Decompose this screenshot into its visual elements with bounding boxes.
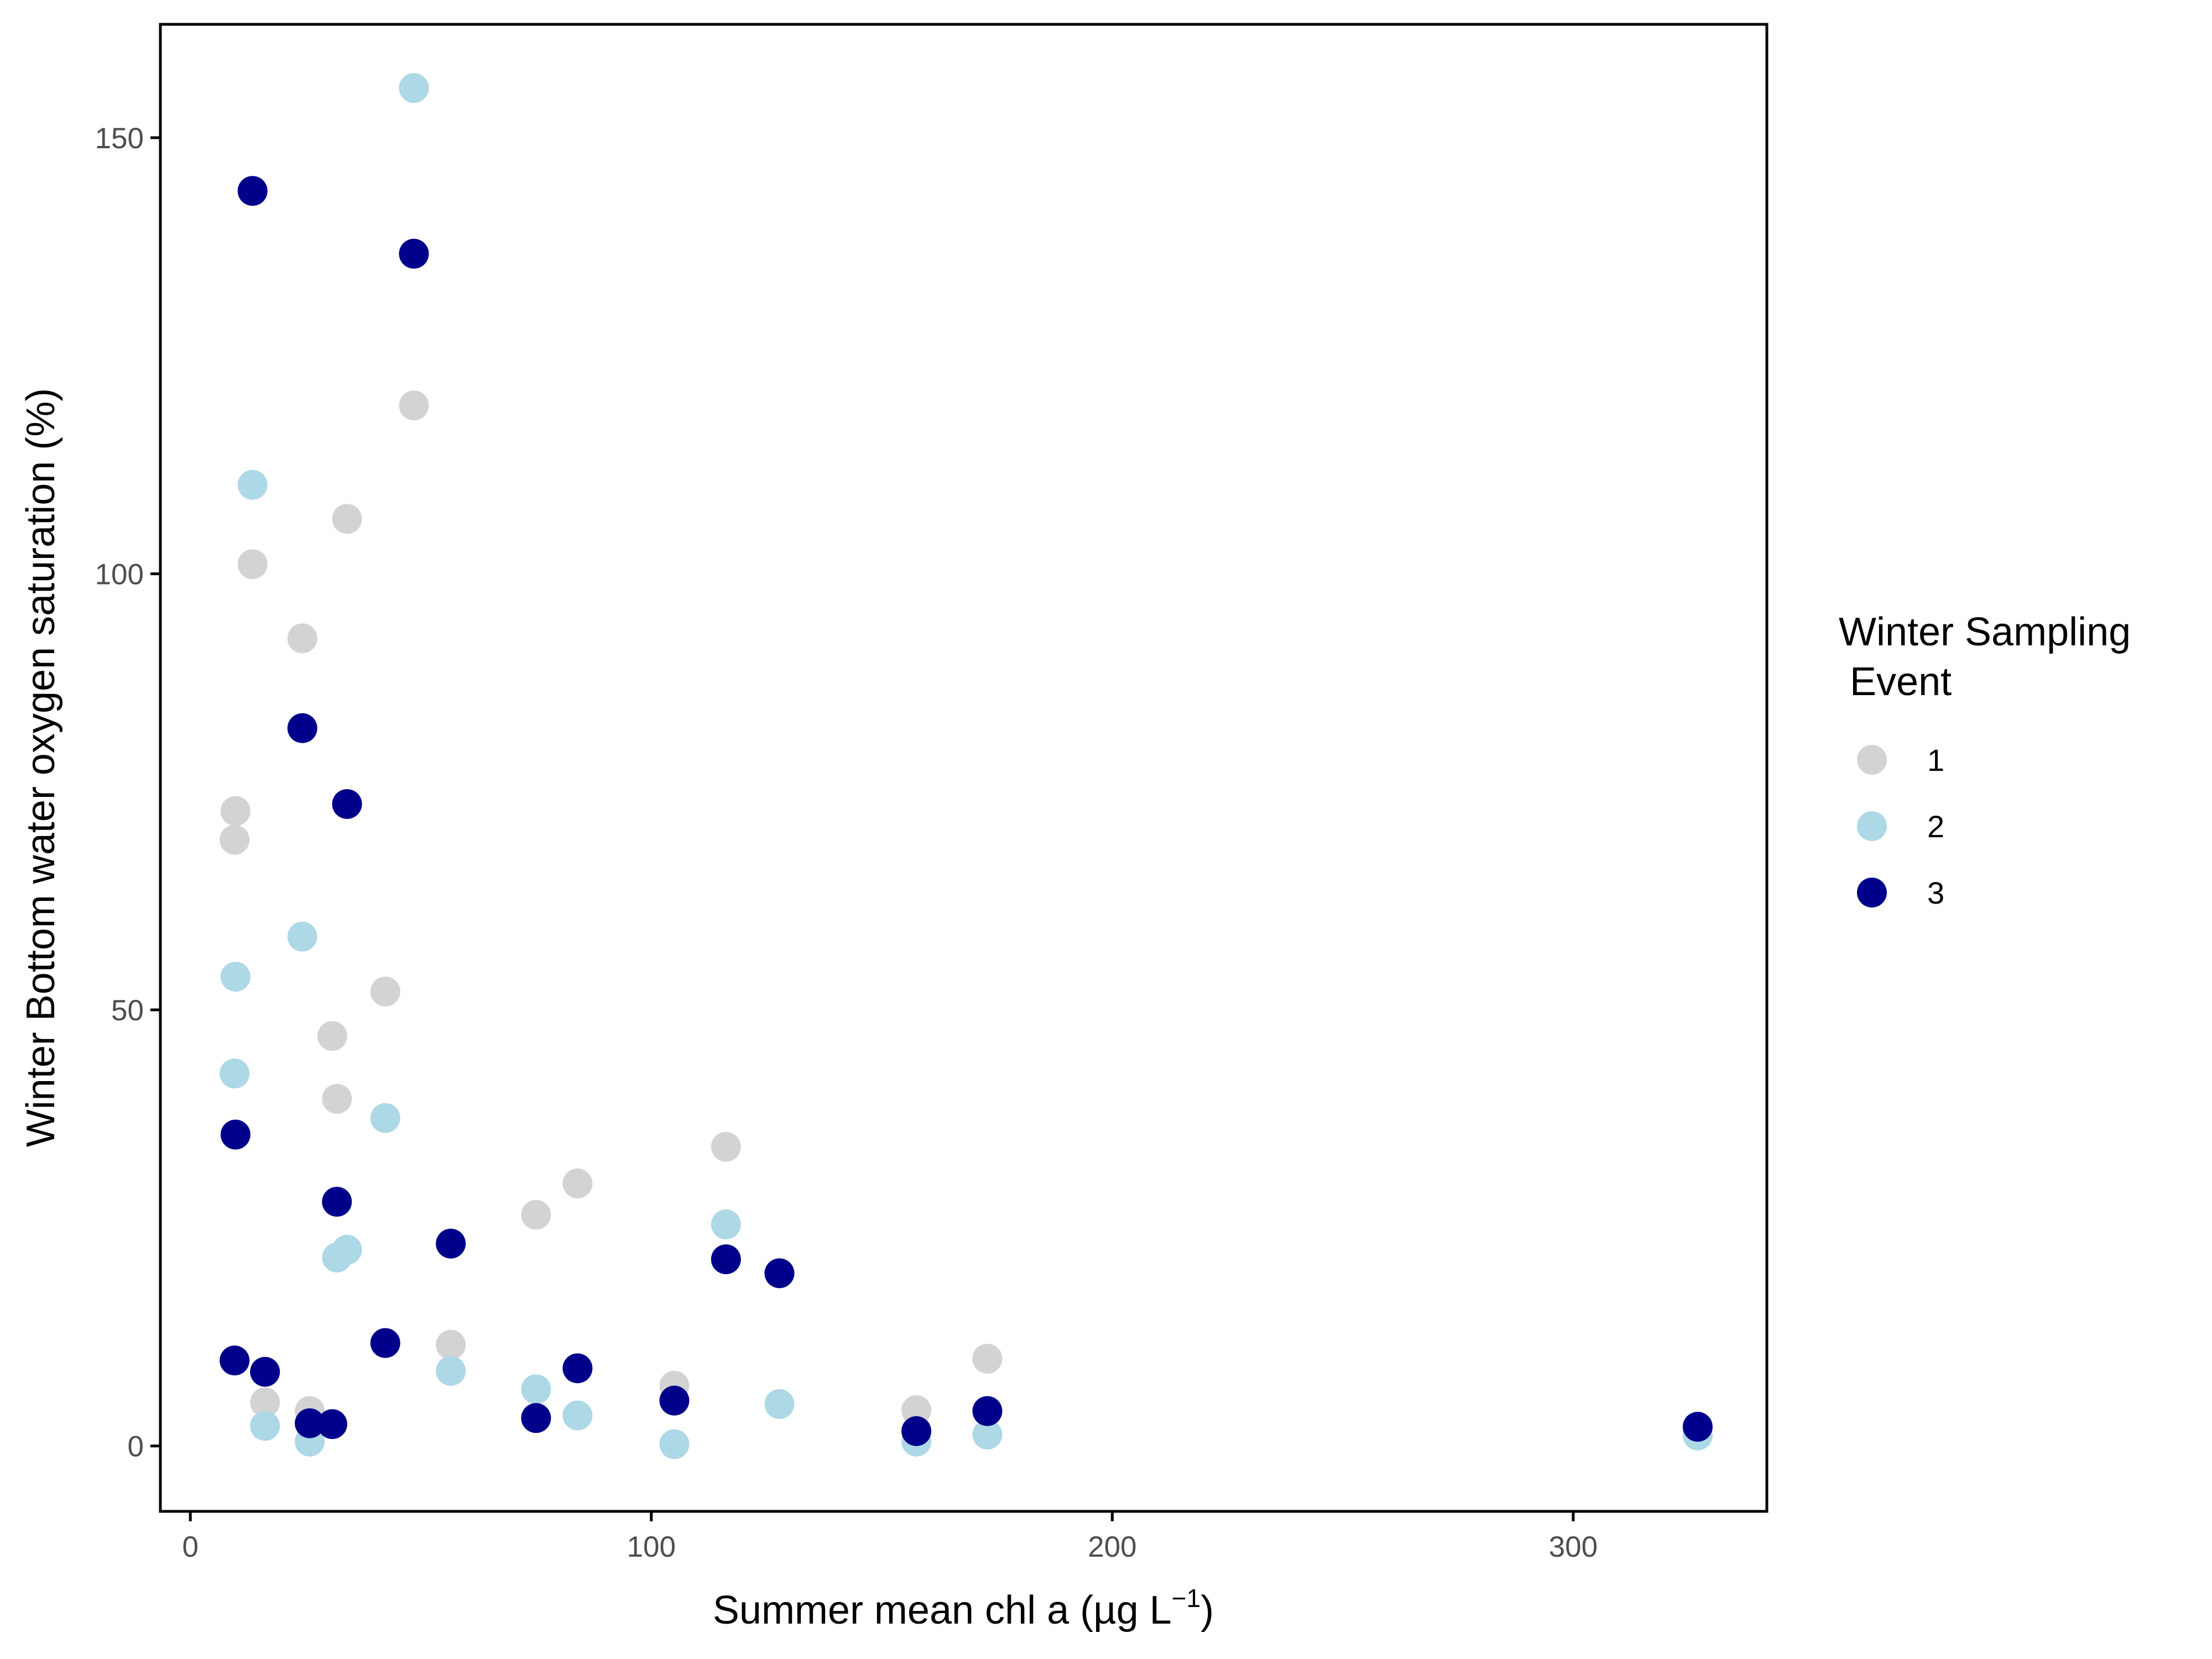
data-point	[562, 1168, 593, 1199]
legend-key-2	[1857, 811, 1887, 841]
series-2	[220, 73, 1713, 1459]
data-point	[220, 1058, 250, 1089]
x-tick-label: 0	[182, 1531, 198, 1563]
series-3	[220, 176, 1713, 1446]
data-point	[237, 176, 268, 206]
data-point	[711, 1209, 741, 1240]
data-point	[370, 977, 400, 1007]
data-point	[250, 1357, 280, 1387]
legend-label-3: 3	[1927, 875, 1944, 910]
y-axis-title: Winter Bottom water oxygen saturation (%…	[19, 388, 63, 1147]
legend-title-line-1: Winter Sampling	[1839, 610, 2131, 654]
legend-key-3	[1857, 878, 1887, 907]
data-point	[332, 504, 362, 534]
data-point	[237, 549, 268, 580]
data-point	[436, 1329, 466, 1360]
legend-label-1: 1	[1927, 743, 1944, 778]
data-point	[972, 1420, 1003, 1450]
legend-label-2: 2	[1927, 809, 1944, 844]
plot-panel-border	[159, 23, 1768, 1513]
legend-title-line-2: Event	[1839, 660, 1952, 704]
data-point	[220, 1119, 251, 1150]
data-point	[399, 238, 429, 269]
y-tick-label: 50	[111, 994, 144, 1027]
data-point	[659, 1385, 690, 1416]
data-point	[237, 469, 268, 500]
data-point	[287, 623, 317, 654]
points-layer	[220, 73, 1713, 1459]
x-tick-label: 300	[1549, 1531, 1598, 1563]
data-point	[901, 1416, 932, 1446]
data-point	[399, 73, 429, 103]
data-point	[332, 1234, 362, 1265]
x-axis-title-unit: µg L	[1093, 1588, 1172, 1632]
x-axis-title-superscript: −1	[1172, 1584, 1201, 1613]
data-point	[332, 789, 362, 819]
axes-layer: 0 100 200 300 0 50 100 150	[95, 122, 1598, 1563]
data-point	[399, 390, 429, 421]
data-point	[250, 1387, 280, 1417]
data-point	[250, 1411, 280, 1441]
data-point	[521, 1374, 551, 1405]
data-point	[659, 1429, 690, 1459]
data-point	[562, 1400, 593, 1431]
data-point	[764, 1389, 795, 1420]
data-point	[220, 962, 251, 992]
data-point	[1682, 1412, 1713, 1442]
data-point	[322, 1084, 352, 1114]
data-point	[220, 825, 250, 855]
data-point	[521, 1403, 551, 1433]
data-point	[220, 1345, 250, 1376]
data-point	[370, 1103, 400, 1133]
legend: Winter Sampling Event 1 2 3	[1839, 610, 2131, 910]
data-point	[972, 1396, 1003, 1426]
x-axis-title-main: Summer mean chl a (	[713, 1588, 1093, 1632]
y-tick-label: 0	[128, 1431, 144, 1463]
x-axis-title-close: )	[1201, 1588, 1214, 1632]
y-tick-label: 100	[95, 559, 144, 591]
data-point	[901, 1395, 932, 1426]
y-tick-label: 150	[95, 122, 144, 155]
legend-items: 1 2 3	[1857, 743, 1944, 910]
x-tick-label: 200	[1088, 1531, 1136, 1563]
data-point	[711, 1244, 741, 1275]
data-point	[562, 1353, 593, 1384]
x-tick-label: 100	[627, 1531, 676, 1563]
data-point	[317, 1409, 347, 1439]
x-axis-title: Summer mean chl a (µg L−1)	[713, 1584, 1214, 1632]
data-point	[287, 713, 317, 743]
data-point	[317, 1021, 347, 1051]
data-point	[972, 1344, 1003, 1374]
data-point	[436, 1356, 466, 1386]
data-point	[711, 1131, 741, 1162]
data-point	[287, 921, 317, 952]
data-point	[436, 1228, 466, 1259]
data-point	[370, 1328, 400, 1358]
data-point	[764, 1258, 795, 1288]
data-point	[295, 1408, 325, 1438]
data-point	[220, 796, 251, 826]
data-point	[521, 1199, 551, 1230]
legend-key-1	[1857, 745, 1887, 775]
data-point	[322, 1187, 352, 1217]
